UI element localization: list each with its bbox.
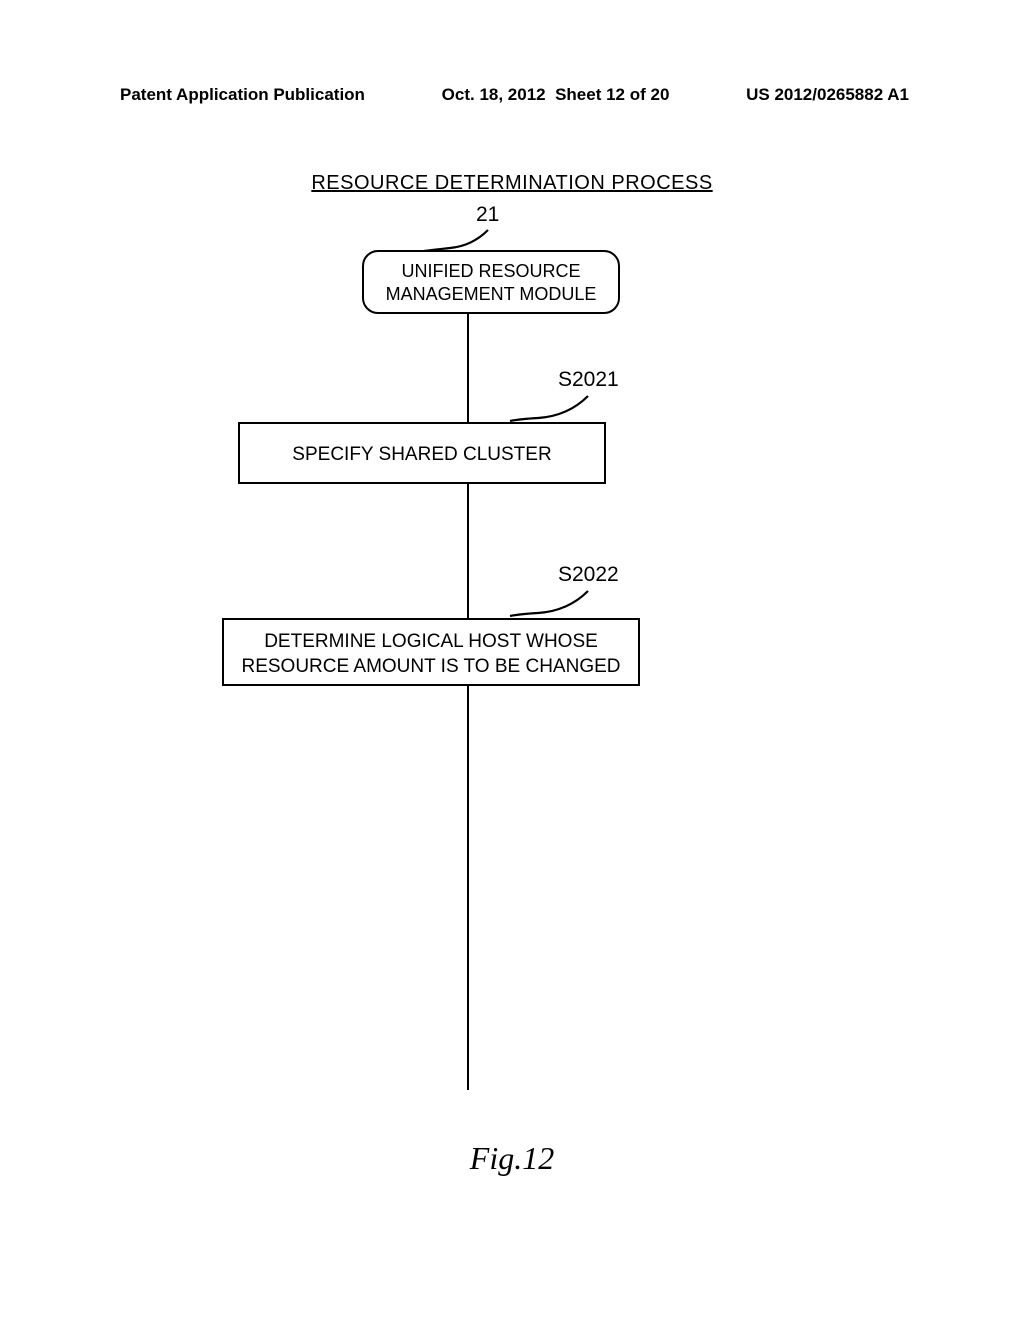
module-box: UNIFIED RESOURCE MANAGEMENT MODULE [362,250,620,314]
diagram-title: RESOURCE DETERMINATION PROCESS [300,172,724,195]
step2-text-line1: DETERMINE LOGICAL HOST WHOSE [264,631,598,652]
step2-text-line2: RESOURCE AMOUNT IS TO BE CHANGED [241,656,620,677]
connector-line [467,686,469,1090]
reference-numeral-s2021: S2021 [558,368,619,392]
connector-line [467,314,469,422]
header-date: Oct. 18, 2012 [442,85,546,104]
header-publication-type: Patent Application Publication [120,85,365,105]
page-header: Patent Application Publication Oct. 18, … [0,85,1024,105]
step1-box: SPECIFY SHARED CLUSTER [238,422,606,484]
reference-numeral-21: 21 [476,203,499,227]
leader-line-icon [508,394,598,422]
figure-caption: Fig.12 [0,1140,1024,1177]
module-text-line2: MANAGEMENT MODULE [386,284,597,304]
module-text-line1: UNIFIED RESOURCE [401,261,580,281]
reference-numeral-s2022: S2022 [558,563,619,587]
header-pub-number: US 2012/0265882 A1 [746,85,909,105]
header-sheet: Sheet 12 of 20 [555,85,669,104]
flowchart-diagram: RESOURCE DETERMINATION PROCESS 21 UNIFIE… [0,160,1024,1160]
step1-text: SPECIFY SHARED CLUSTER [292,444,551,465]
connector-line [467,484,469,618]
step2-box: DETERMINE LOGICAL HOST WHOSE RESOURCE AM… [222,618,640,686]
header-date-sheet: Oct. 18, 2012 Sheet 12 of 20 [442,85,670,105]
leader-line-icon [508,589,598,617]
